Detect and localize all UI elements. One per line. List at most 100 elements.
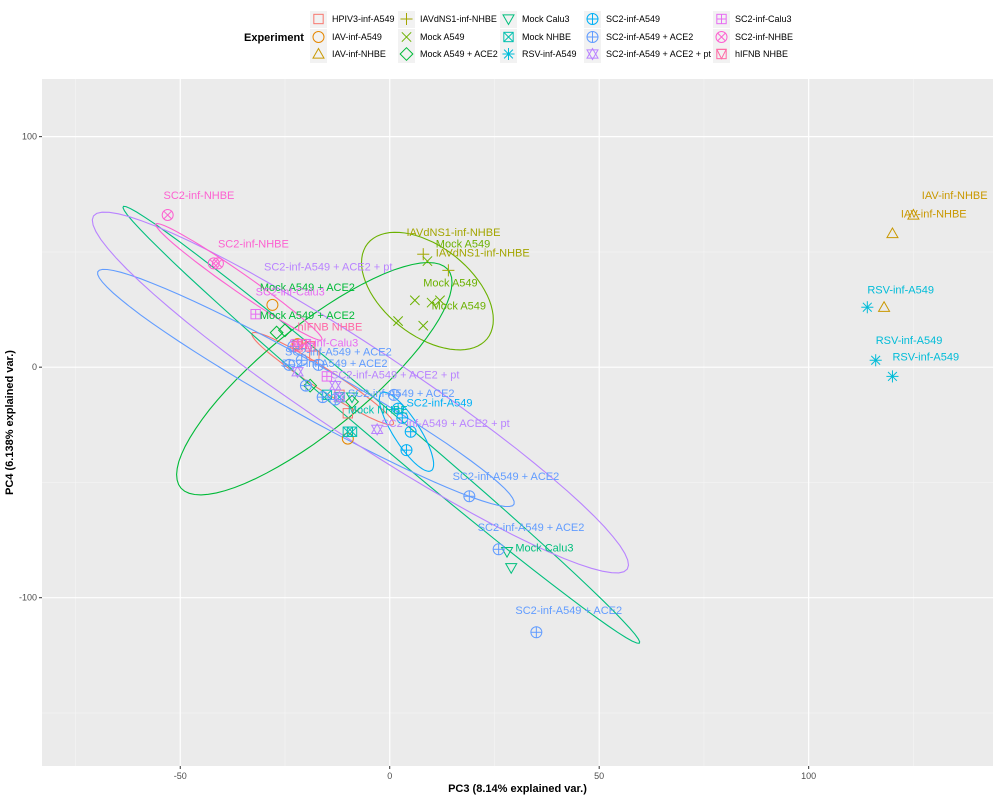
point-mock-a549 bbox=[393, 316, 404, 327]
data-label: Mock A549 + ACE2 bbox=[260, 282, 355, 294]
data-label: RSV-inf-A549 bbox=[867, 284, 934, 296]
data-label: Mock Calu3 bbox=[515, 543, 573, 555]
point-sc2-inf-a549-ace2 bbox=[299, 379, 312, 392]
point-sc2-inf-calu3 bbox=[250, 308, 261, 320]
y-axis-title: PC4 (6.138% explained var.) bbox=[4, 350, 16, 495]
x-tick-label: 100 bbox=[801, 771, 816, 781]
legend-key-icon bbox=[716, 13, 727, 25]
ellipse-mock-a549 bbox=[360, 231, 494, 351]
legend-item: Mock NHBE bbox=[500, 29, 571, 46]
point-sc2-inf-a549 bbox=[400, 444, 413, 457]
legend-label: Mock A549 bbox=[420, 32, 465, 42]
legend-label: IAV-inf-NHBE bbox=[332, 49, 386, 59]
legend-label: RSV-inf-A549 bbox=[522, 49, 577, 59]
point-mock-calu3 bbox=[500, 546, 514, 559]
data-label: SC2-inf-Calu3 bbox=[256, 287, 325, 299]
point-sc2-inf-a549-ace2 bbox=[463, 490, 476, 503]
point-mock-a549 bbox=[426, 297, 437, 308]
legend-key-icon bbox=[312, 47, 325, 59]
data-label: IAVdNS1-inf-NHBE bbox=[436, 248, 530, 260]
legend-item: RSV-inf-A549 bbox=[500, 46, 577, 63]
legend-key-background bbox=[310, 46, 327, 63]
point-sc2-inf-a549-ace2 bbox=[283, 358, 296, 371]
ellipse-mock-calu3 bbox=[122, 205, 641, 644]
data-label: SC2-inf-A549 bbox=[406, 397, 472, 409]
data-label: SC2-inf-Calu3 bbox=[289, 337, 358, 349]
legend-item: Mock A549 + ACE2 bbox=[398, 46, 498, 63]
x-axis-title: PC3 (8.14% explained var.) bbox=[448, 783, 587, 795]
data-label: SC2-inf-A549 + ACE2 bbox=[515, 605, 622, 617]
x-tick-label: -50 bbox=[174, 771, 187, 781]
legend-key-icon bbox=[586, 47, 599, 61]
data-label: Mock A549 bbox=[436, 238, 490, 250]
ellipse-sc2-inf-nhbe bbox=[155, 223, 323, 341]
legend-key-icon bbox=[401, 31, 412, 43]
data-label: SC2-inf-A549 + ACE2 + pt bbox=[381, 418, 509, 430]
point-mock-a549 bbox=[418, 320, 429, 331]
ellipse-hpiv3-inf-a549 bbox=[251, 331, 395, 426]
legend-key-icon bbox=[399, 46, 414, 62]
point-sc2-inf-a549-ace2 bbox=[312, 358, 325, 371]
legend-key-icon bbox=[502, 47, 515, 61]
legend-key-icon bbox=[312, 31, 325, 43]
point-mock-a549 bbox=[409, 295, 420, 306]
point-sc2-inf-a549 bbox=[392, 402, 405, 415]
point-mock-a549 bbox=[422, 256, 433, 267]
legend-key-icon bbox=[715, 31, 728, 43]
data-label: Mock A549 bbox=[423, 277, 477, 289]
point-mock-a549 bbox=[434, 295, 446, 306]
data-label: SC2-inf-A549 + ACE2 + pt bbox=[264, 261, 392, 273]
data-label: Mock A549 + ACE2 bbox=[260, 310, 355, 322]
legend-title: Experiment bbox=[244, 32, 304, 44]
legend-item: Mock A549 bbox=[398, 29, 465, 46]
legend-label: SC2-inf-A549 + ACE2 + pt bbox=[606, 49, 712, 59]
legend-item: SC2-inf-A549 bbox=[584, 11, 660, 28]
ellipse-mock-a549-ace2 bbox=[176, 261, 453, 496]
point-rsv-inf-a549 bbox=[869, 354, 882, 367]
point-rsv-inf-a549 bbox=[861, 301, 874, 314]
legend-label: SC2-inf-NHBE bbox=[735, 32, 793, 42]
data-label: Mock A549 bbox=[432, 301, 486, 313]
point-iav-inf-a549 bbox=[266, 298, 279, 311]
legend-key-background bbox=[310, 11, 327, 28]
data-label: SC2-inf-A549 + ACE2 bbox=[285, 347, 392, 359]
data-label: SC2-inf-A549 + ACE2 bbox=[348, 388, 455, 400]
point-sc2-inf-a549-ace2 bbox=[492, 543, 505, 556]
legend-label: Mock Calu3 bbox=[522, 14, 570, 24]
point-sc2-inf-a549-ace2 bbox=[387, 388, 400, 401]
legend-item: IAV-inf-NHBE bbox=[310, 46, 386, 63]
point-mock-a549-ace2 bbox=[277, 323, 293, 338]
confidence-ellipses bbox=[91, 205, 641, 644]
point-mock-nhbe bbox=[346, 426, 358, 437]
point-sc2-inf-nhbe bbox=[211, 257, 224, 270]
point-sc2-inf-nhbe bbox=[161, 209, 174, 222]
legend-label: SC2-inf-A549 + ACE2 bbox=[606, 32, 693, 42]
legend-label: Mock NHBE bbox=[522, 32, 571, 42]
point-hifnb-nhbe bbox=[304, 341, 316, 353]
point-sc2-inf-calu3 bbox=[321, 371, 333, 382]
legend-item: hIFNB NHBE bbox=[713, 46, 788, 63]
data-label: IAVdNS1-inf-NHBE bbox=[406, 227, 500, 239]
data-label: RSV-inf-A549 bbox=[892, 351, 959, 363]
legend-key-icon bbox=[716, 48, 727, 60]
point-iavdns1-inf-nhbe bbox=[442, 264, 455, 277]
legend-label: hIFNB NHBE bbox=[735, 49, 788, 59]
legend-item: HPIV3-inf-A549 bbox=[310, 11, 395, 28]
point-sc2-inf-a549-ace2-pt bbox=[333, 390, 346, 404]
legend-item: IAV-inf-A549 bbox=[310, 29, 382, 46]
legend-key-background bbox=[713, 46, 730, 63]
point-rsv-inf-a549 bbox=[886, 370, 899, 383]
point-iav-inf-nhbe bbox=[907, 208, 920, 220]
point-mock-a549-ace2 bbox=[344, 394, 360, 409]
point-mock-a549-ace2 bbox=[269, 325, 284, 340]
data-label: SC2-inf-NHBE bbox=[218, 238, 289, 250]
legend-key-icon bbox=[400, 12, 413, 26]
data-label: SC2-inf-A549 + ACE2 bbox=[478, 522, 585, 534]
legend-key-icon bbox=[586, 31, 599, 43]
legend-item: IAVdNS1-inf-NHBE bbox=[398, 11, 497, 28]
point-sc2-inf-a549-ace2 bbox=[316, 391, 329, 404]
data-label: RSV-inf-A549 bbox=[876, 335, 943, 347]
data-label: Mock NHBE bbox=[348, 404, 408, 416]
